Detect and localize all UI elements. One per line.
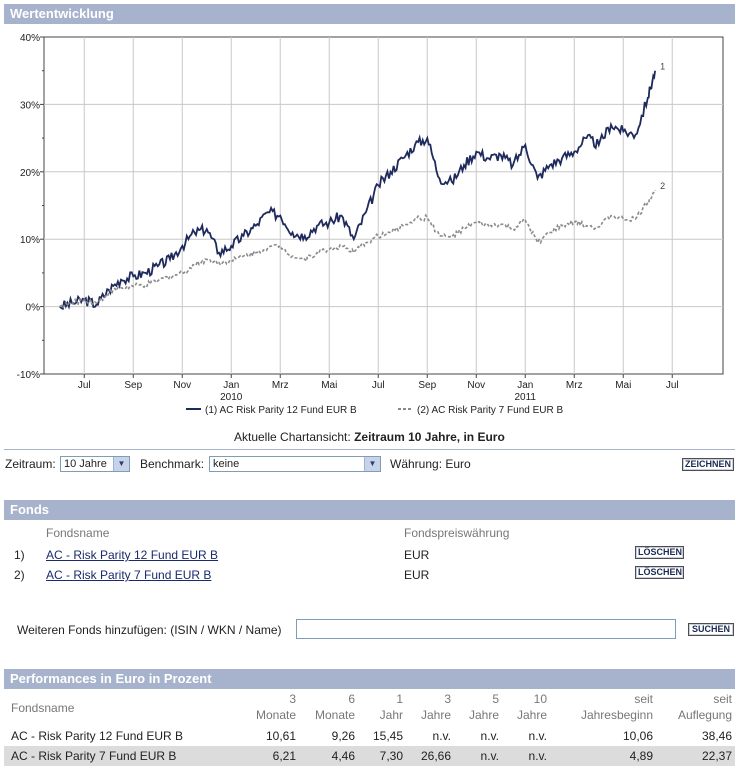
x-tick-label: Jul xyxy=(372,380,385,391)
x-tick-label: Sep xyxy=(124,380,142,391)
fonds-row-number: 2) xyxy=(14,568,25,582)
perf-col-header-top: 1 xyxy=(396,692,403,706)
add-fonds-input[interactable] xyxy=(296,619,676,639)
perf-row-value: 22,37 xyxy=(701,749,732,763)
waehrung-label: Währung: Euro xyxy=(390,457,471,471)
perf-section-header: Performances in Euro in Prozent xyxy=(4,669,735,689)
perf-table-row xyxy=(4,746,735,766)
perf-col-header-bottom: Monate xyxy=(314,708,355,722)
fonds-row-currency: EUR xyxy=(404,548,430,562)
add-fonds-label: Weiteren Fonds hinzufügen: (ISIN / WKN /… xyxy=(17,623,282,637)
x-tick-label: Jul xyxy=(666,380,679,391)
perf-row-value: n.v. xyxy=(480,749,499,763)
perf-row-value: n.v. xyxy=(528,749,547,763)
y-tick-label: 20% xyxy=(20,168,40,179)
perf-col-header-top: 3 xyxy=(444,692,451,706)
y-tick-label: 10% xyxy=(20,235,40,246)
zeitraum-label: Zeitraum: xyxy=(5,457,56,471)
perf-col-header-bottom: Jahre xyxy=(420,708,451,722)
x-tick-label: Mrz xyxy=(272,380,289,391)
series-end-label-1: 1 xyxy=(660,62,665,72)
x-tick-label: Mai xyxy=(615,380,631,391)
year-label: 2010 xyxy=(220,392,243,403)
perf-row-value: 4,89 xyxy=(629,749,653,763)
benchmark-select[interactable]: keine ▼ xyxy=(209,456,381,472)
fonds-section-header: Fonds xyxy=(4,500,735,520)
x-tick-label: Jan xyxy=(517,380,533,391)
zeitraum-value: 10 Jahre xyxy=(64,458,107,470)
perf-row-value: n.v. xyxy=(432,729,451,743)
perf-row-value: n.v. xyxy=(480,729,499,743)
fonds-row-currency: EUR xyxy=(404,568,430,582)
perf-table-row xyxy=(4,726,735,746)
fonds-row-link[interactable]: AC - Risk Parity 7 Fund EUR B xyxy=(46,568,212,582)
perf-row-value: 26,66 xyxy=(420,749,451,763)
delete-button[interactable]: LÖSCHEN xyxy=(635,566,684,579)
zeichnen-button[interactable]: ZEICHNEN xyxy=(682,458,734,471)
current-view-prefix: Aktuelle Chartansicht: xyxy=(234,430,351,444)
y-tick-label: 0% xyxy=(26,303,41,314)
chart-section-header: Wertentwicklung xyxy=(4,4,735,24)
perf-col-header-top: seit xyxy=(713,692,732,706)
perf-col-header-bottom: Jahresbeginn xyxy=(580,708,653,722)
search-button[interactable]: SUCHEN xyxy=(688,623,734,636)
x-tick-label: Mrz xyxy=(566,380,583,391)
x-tick-label: Mai xyxy=(321,380,337,391)
perf-section-title: Performances in Euro in Prozent xyxy=(10,671,212,686)
chart-section-title: Wertentwicklung xyxy=(10,6,114,21)
perf-col-header-bottom: Jahr xyxy=(379,708,403,722)
benchmark-value: keine xyxy=(213,458,240,470)
current-view: Aktuelle Chartansicht: Zeitraum 10 Jahre… xyxy=(234,430,505,444)
perf-row-value: 15,45 xyxy=(372,729,403,743)
chevron-down-icon: ▼ xyxy=(113,457,129,471)
x-tick-label: Nov xyxy=(467,380,485,391)
benchmark-label: Benchmark: xyxy=(140,457,205,471)
zeitraum-select[interactable]: 10 Jahre ▼ xyxy=(60,456,130,472)
divider xyxy=(4,449,735,450)
x-tick-label: Jul xyxy=(78,380,91,391)
y-tick-label: -10% xyxy=(17,370,40,381)
perf-col-header-top: seit xyxy=(634,692,653,706)
perf-row-value: 4,46 xyxy=(331,749,355,763)
perf-col-header-bottom: Jahre xyxy=(468,708,499,722)
delete-button[interactable]: LÖSCHEN xyxy=(635,546,684,559)
y-tick-label: 40% xyxy=(20,33,40,44)
x-tick-label: Jan xyxy=(223,380,239,391)
perf-col-header-bottom: Monate xyxy=(255,708,296,722)
x-tick-label: Sep xyxy=(418,380,436,391)
fonds-col-currency: Fondspreiswährung xyxy=(404,526,510,540)
perf-col-header-top: 10 xyxy=(533,692,547,706)
perf-row-value: 38,46 xyxy=(701,729,732,743)
perf-col-header-top: 3 xyxy=(289,692,296,706)
perf-row-value: 10,61 xyxy=(265,729,296,743)
series-end-label-2: 2 xyxy=(660,181,665,191)
perf-col-fondsname: Fondsname xyxy=(11,701,75,715)
series-line-1 xyxy=(59,70,656,311)
perf-row-value: 9,26 xyxy=(331,729,355,743)
perf-row-value: n.v. xyxy=(528,729,547,743)
perf-col-header-bottom: Auflegung xyxy=(677,708,732,722)
chevron-down-icon: ▼ xyxy=(364,457,380,471)
fonds-row-number: 1) xyxy=(14,548,25,562)
credit-text: market maker Software AG xyxy=(634,419,730,420)
perf-col-header-bottom: Jahre xyxy=(516,708,547,722)
perf-row-name: AC - Risk Parity 7 Fund EUR B xyxy=(11,749,177,763)
perf-col-header-top: 6 xyxy=(348,692,355,706)
x-tick-label: Nov xyxy=(173,380,191,391)
perf-col-header-top: 5 xyxy=(492,692,499,706)
fonds-section-title: Fonds xyxy=(10,502,49,517)
plot-area xyxy=(43,36,724,375)
legend-label-1: (1) AC Risk Parity 12 Fund EUR B xyxy=(205,405,357,416)
fonds-row-link[interactable]: AC - Risk Parity 12 Fund EUR B xyxy=(46,548,219,562)
y-tick-label: 30% xyxy=(20,100,40,111)
perf-row-value: 7,30 xyxy=(379,749,403,763)
year-label: 2011 xyxy=(514,392,536,403)
performance-chart: 40% 30% 20% 10% 0% -10% Jul Sep Nov Jan Mrz Mai Jul S… xyxy=(17,33,730,420)
perf-row-value: 10,06 xyxy=(622,729,653,743)
perf-row-value: 6,21 xyxy=(272,749,296,763)
current-view-value: Zeitraum 10 Jahre, in Euro xyxy=(354,430,505,444)
perf-row-name: AC - Risk Parity 12 Fund EUR B xyxy=(11,729,184,743)
fonds-col-name: Fondsname xyxy=(46,526,110,540)
legend-label-2: (2) AC Risk Parity 7 Fund EUR B xyxy=(417,405,563,416)
